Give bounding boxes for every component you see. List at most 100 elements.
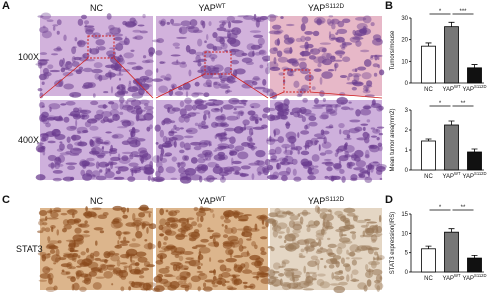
tissue-texture	[129, 17, 136, 23]
tissue-texture	[280, 115, 288, 120]
tissue-texture	[122, 231, 131, 235]
tissue-texture	[343, 137, 352, 141]
tissue-texture	[361, 72, 372, 80]
tissue-texture	[120, 262, 128, 265]
tissue-texture	[360, 245, 371, 251]
tissue-texture	[158, 85, 169, 94]
tissue-texture	[123, 37, 130, 46]
tissue-texture	[128, 136, 139, 140]
tissue-texture	[307, 175, 316, 181]
tissue-texture	[233, 278, 243, 285]
tissue-texture	[60, 212, 68, 216]
tissue-texture	[370, 22, 375, 27]
tissue-texture	[142, 55, 147, 59]
column-header-sup: WT	[216, 3, 226, 10]
tissue-texture	[111, 219, 115, 225]
x-tick-label: YAPS112D	[462, 273, 486, 282]
tissue-texture	[273, 57, 277, 65]
x-tick-label-sup: WT	[454, 273, 461, 278]
tissue-texture	[161, 142, 173, 148]
error-bar	[425, 138, 432, 141]
tissue-texture	[178, 218, 187, 222]
tissue-texture	[365, 87, 369, 93]
tissue-texture	[179, 250, 185, 255]
tissue-texture	[203, 177, 211, 182]
tissue-texture	[299, 61, 307, 70]
tissue-texture	[231, 20, 243, 24]
tissue-texture	[35, 174, 46, 181]
tissue-texture	[240, 263, 246, 268]
tissue-texture	[54, 257, 59, 264]
tissue-texture	[110, 254, 120, 262]
tissue-texture	[103, 270, 114, 279]
tissue-texture	[169, 120, 176, 124]
tissue-texture	[65, 239, 76, 242]
tissue-texture	[193, 206, 199, 212]
tissue-texture	[47, 154, 57, 161]
tissue-texture	[92, 93, 96, 98]
tissue-texture	[96, 140, 102, 143]
x-tick-label-base: NC	[424, 276, 433, 282]
tissue-texture	[375, 129, 379, 132]
tissue-texture	[125, 222, 137, 227]
tissue-texture	[300, 248, 305, 253]
tissue-texture	[164, 229, 172, 236]
tissue-texture	[143, 112, 154, 121]
tissue-texture	[259, 118, 263, 121]
tissue-texture	[223, 127, 236, 132]
tissue-texture	[249, 102, 261, 109]
tissue-texture	[129, 256, 133, 262]
tissue-texture	[119, 243, 128, 247]
tissue-texture	[325, 126, 334, 129]
tissue-texture	[328, 31, 332, 39]
tissue-texture	[130, 99, 142, 107]
tissue-texture	[307, 260, 318, 267]
tissue-texture	[209, 143, 212, 147]
tissue-texture	[79, 273, 89, 278]
tissue-texture	[286, 136, 297, 143]
tissue-texture	[241, 231, 253, 238]
tissue-texture	[212, 284, 219, 288]
tissue-texture	[378, 132, 383, 136]
tissue-texture	[38, 101, 45, 109]
tissue-texture	[322, 213, 334, 222]
tissue-texture	[161, 225, 172, 234]
tissue-texture	[351, 257, 363, 260]
tissue-texture	[134, 35, 144, 40]
tissue-texture	[301, 16, 309, 24]
tissue-texture	[93, 250, 100, 257]
column-header-base: YAP	[308, 3, 325, 13]
tissue-texture	[94, 257, 101, 261]
tissue-texture	[331, 261, 341, 265]
tissue-texture	[321, 52, 331, 60]
x-tick-label: YAPWT	[442, 171, 461, 180]
tissue-texture	[338, 237, 351, 243]
tissue-texture	[69, 266, 76, 270]
tissue-texture	[366, 279, 372, 287]
tissue-texture	[277, 37, 280, 46]
tissue-texture	[368, 260, 380, 266]
tissue-texture	[209, 235, 214, 240]
tissue-texture	[63, 83, 74, 90]
tissue-texture	[179, 276, 188, 281]
tissue-texture	[197, 58, 207, 62]
tissue-texture	[231, 27, 242, 36]
tissue-texture	[340, 257, 345, 265]
tissue-texture	[271, 278, 282, 287]
tissue-texture	[72, 46, 77, 49]
tissue-texture	[292, 276, 296, 283]
tissue-texture	[109, 47, 118, 50]
tissue-texture	[119, 111, 124, 115]
tissue-texture	[227, 75, 234, 82]
tissue-texture	[109, 150, 118, 155]
tissue-texture	[241, 99, 247, 104]
tissue-texture	[111, 283, 114, 286]
tissue-texture	[331, 23, 336, 30]
tissue-texture	[215, 163, 220, 168]
tissue-texture	[297, 150, 300, 155]
tissue-texture	[104, 64, 116, 69]
tissue-texture	[304, 239, 310, 247]
tissue-texture	[297, 88, 304, 92]
tissue-texture	[249, 115, 256, 122]
tissue-texture	[179, 127, 184, 130]
